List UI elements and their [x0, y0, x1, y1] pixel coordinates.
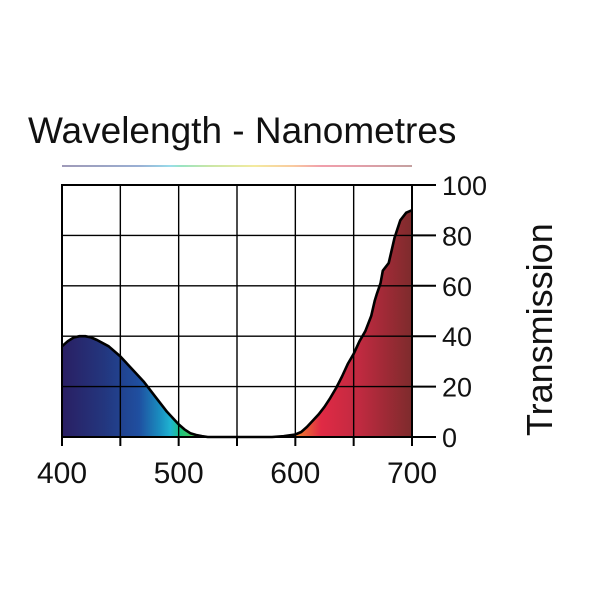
y-axis-ticks: 0 20 40 60 80 100	[442, 171, 487, 453]
y-tick-label: 80	[442, 221, 472, 251]
y-tick-label: 20	[442, 373, 472, 403]
x-axis-ticks: 400 500 600 700	[37, 457, 437, 490]
x-tick-label: 500	[154, 457, 204, 490]
y-tick-label: 100	[442, 171, 487, 201]
y-tick-label: 40	[442, 322, 472, 352]
spectrum-strip	[62, 165, 412, 167]
transmission-area	[62, 210, 412, 437]
y-axis-label: Transmission	[519, 223, 560, 436]
chart-title: Wavelength - Nanometres	[28, 110, 456, 151]
x-tick-label: 700	[387, 457, 437, 490]
y-tick-label: 60	[442, 272, 472, 302]
y-tick-label: 0	[442, 423, 457, 453]
plot-area	[61, 184, 436, 446]
x-tick-label: 400	[37, 457, 87, 490]
x-tick-label: 600	[270, 457, 320, 490]
